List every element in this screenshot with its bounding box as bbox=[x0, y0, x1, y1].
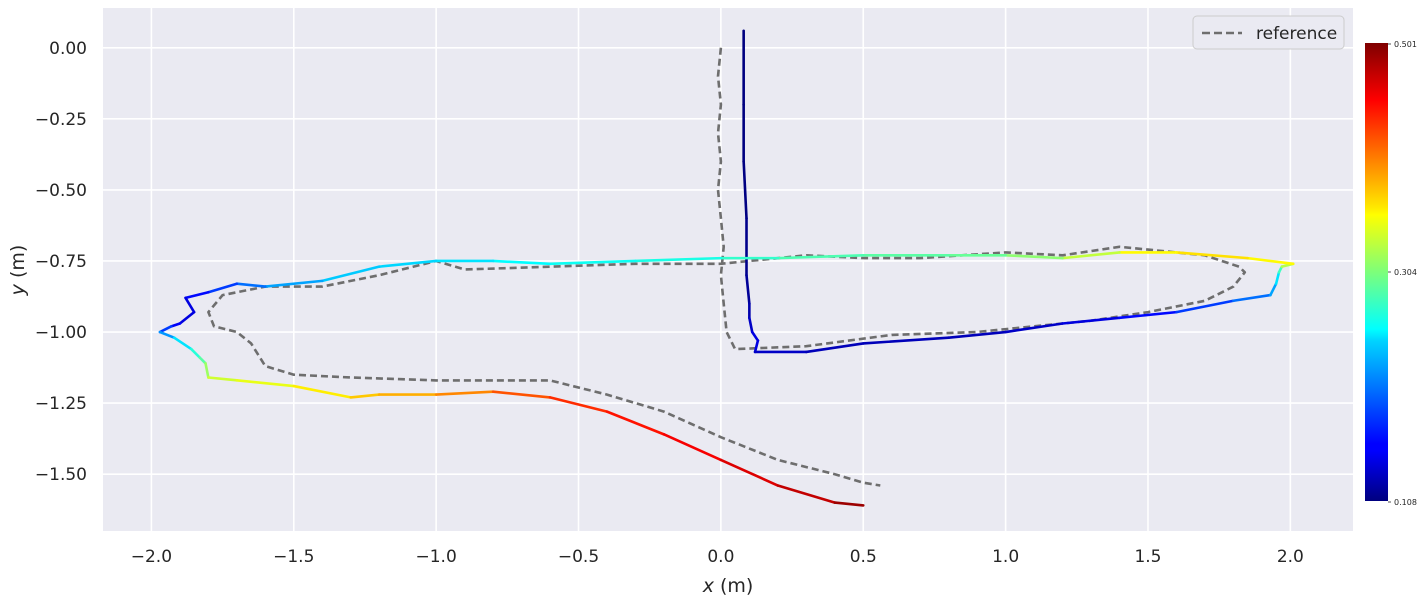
trajectory-segment bbox=[745, 273, 751, 305]
trajectory-segment bbox=[776, 253, 865, 260]
y-tick-label: −1.50 bbox=[35, 465, 87, 485]
plot-background bbox=[103, 8, 1353, 531]
trajectory-segment bbox=[235, 379, 296, 388]
x-tick-label: −1.0 bbox=[416, 547, 457, 567]
y-axis-ticks: 0.00 −0.25 −0.50 −0.75 −1.00 −1.25 −1.50 bbox=[35, 39, 87, 485]
trajectory-segment bbox=[377, 259, 438, 268]
x-tick-label: 2.0 bbox=[1277, 547, 1304, 567]
trajectory-segment bbox=[158, 325, 173, 334]
trajectory-segment bbox=[548, 396, 609, 413]
trajectory-segment bbox=[491, 390, 552, 399]
trajectory-segment bbox=[1232, 293, 1272, 303]
y-tick-label: −0.25 bbox=[35, 110, 87, 130]
trajectory-segment bbox=[170, 322, 182, 328]
trajectory-segment bbox=[349, 393, 381, 399]
colorbar-gradient bbox=[1365, 43, 1388, 501]
trajectory-segment bbox=[750, 330, 760, 342]
trajectory-segment bbox=[184, 296, 196, 314]
legend-box bbox=[1192, 15, 1345, 50]
trajectory-segment bbox=[947, 330, 1007, 340]
trajectory-segment bbox=[198, 356, 207, 365]
trajectory-segment bbox=[204, 361, 210, 379]
trajectory-segment bbox=[753, 339, 760, 354]
y-tick-label: −0.50 bbox=[35, 181, 87, 201]
x-tick-label: 0.5 bbox=[850, 547, 877, 567]
trajectory-segment bbox=[1246, 256, 1295, 266]
trajectory-segment bbox=[719, 458, 780, 487]
trajectory-segment bbox=[434, 390, 495, 396]
trajectory-segment bbox=[748, 316, 754, 334]
colorbar-tick-label: 0.304 bbox=[1394, 268, 1417, 277]
trajectory-segment bbox=[1118, 310, 1178, 320]
legend: reference bbox=[1192, 15, 1345, 50]
trajectory-segment bbox=[1061, 251, 1121, 260]
trajectory-segment bbox=[1175, 251, 1249, 260]
x-tick-label: 1.5 bbox=[1134, 547, 1161, 567]
x-tick-label: −2.0 bbox=[131, 547, 172, 567]
trajectory-segment bbox=[1061, 316, 1121, 325]
trajectory-segment bbox=[320, 265, 381, 283]
trajectory-segment bbox=[1274, 271, 1281, 286]
trajectory-segment bbox=[292, 384, 353, 399]
estimated-trajectory bbox=[158, 29, 1295, 507]
trajectory-segment bbox=[172, 336, 193, 351]
trajectory-segment bbox=[662, 433, 723, 462]
legend-reference-label: reference bbox=[1256, 24, 1337, 44]
y-tick-label: −1.00 bbox=[35, 323, 87, 343]
trajectory-segment bbox=[1175, 299, 1235, 314]
reference-trajectory-line bbox=[207, 47, 1247, 487]
x-tick-label: 0.0 bbox=[707, 547, 734, 567]
colorbar-ticks: 0.501 0.304 0.108 bbox=[1388, 40, 1417, 507]
y-tick-label: −1.25 bbox=[35, 394, 87, 414]
trajectory-segment bbox=[805, 342, 865, 354]
trajectory-segment bbox=[861, 336, 950, 345]
x-axis-ticks: −2.0 −1.5 −1.0 −0.5 0.0 0.5 1.0 1.5 2.0 bbox=[131, 547, 1304, 567]
x-tick-label: −0.5 bbox=[558, 547, 599, 567]
series-layer bbox=[158, 29, 1295, 507]
trajectory-segment bbox=[178, 310, 196, 325]
y-tick-label: 0.00 bbox=[49, 39, 87, 59]
trajectory-segment bbox=[634, 256, 723, 263]
trajectory-segment bbox=[776, 484, 837, 504]
trajectory-segment bbox=[264, 279, 324, 288]
x-axis-label: x (m) bbox=[702, 575, 754, 597]
trajectory-segment bbox=[184, 290, 210, 300]
trajectory-segment bbox=[207, 282, 239, 294]
x-tick-label: 1.0 bbox=[992, 547, 1019, 567]
y-axis-label: y (m) bbox=[7, 245, 29, 297]
trajectory-segment bbox=[1269, 282, 1278, 297]
trajectory-segment bbox=[207, 376, 239, 382]
trajectory-segment bbox=[548, 259, 637, 266]
x-tick-label: −1.5 bbox=[273, 547, 314, 567]
trajectory-segment bbox=[491, 259, 552, 266]
y-tick-label: −0.75 bbox=[35, 252, 87, 272]
colorbar-tick-label: 0.108 bbox=[1394, 498, 1417, 507]
trajectory-segment bbox=[1004, 322, 1064, 334]
trajectory-segment bbox=[742, 160, 748, 220]
trajectory-segment bbox=[158, 330, 176, 340]
trajectory-segment bbox=[189, 347, 202, 359]
colorbar: 0.501 0.304 0.108 bbox=[1365, 40, 1417, 507]
trajectory-segment bbox=[1004, 253, 1064, 260]
trajectory-segment bbox=[235, 282, 267, 288]
trajectory-segment bbox=[605, 410, 666, 436]
colorbar-tick-label: 0.501 bbox=[1394, 40, 1417, 49]
trajectory-segment bbox=[833, 501, 865, 507]
